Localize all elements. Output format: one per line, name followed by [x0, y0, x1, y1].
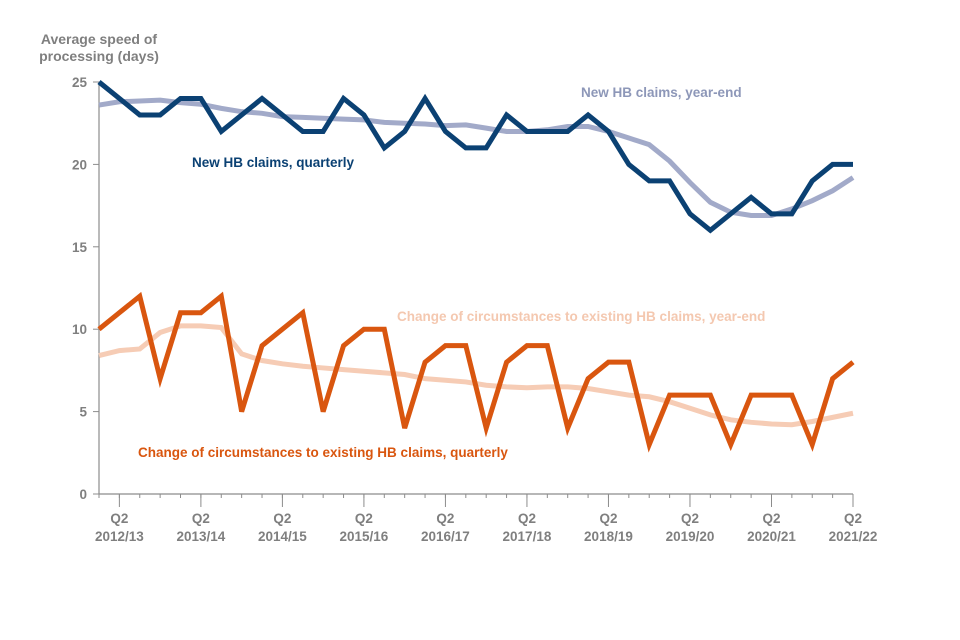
- y-axis-title: Average speed of processing (days): [39, 31, 159, 64]
- y-tick-label: 10: [72, 322, 87, 337]
- y-tick-label: 5: [79, 405, 87, 420]
- x-tick-label-year: 2013/14: [176, 529, 225, 544]
- x-tick-label-year: 2014/15: [258, 529, 307, 544]
- y-tick-label: 0: [79, 487, 87, 502]
- x-tick-label-year: 2019/20: [666, 529, 715, 544]
- y-tick-label: 25: [72, 75, 88, 90]
- x-tick-label-quarter: Q2: [273, 511, 291, 526]
- label-new-hb-quarterly: New HB claims, quarterly: [192, 155, 355, 170]
- series-coc-year-end-line: [98, 323, 854, 428]
- x-tick-label-quarter: Q2: [599, 511, 617, 526]
- axes: 0 5 10 15 20 25 Q2 2012/13 Q2 2013/14 Q2 2014/15 Q2 2…: [72, 75, 877, 544]
- x-tick-label-quarter: Q2: [681, 511, 699, 526]
- y-tick-label: 20: [72, 157, 87, 172]
- series-new-hb-quarterly: [97, 80, 853, 234]
- x-tick-label-year: 2015/16: [340, 529, 389, 544]
- x-tick-label-year: 2016/17: [421, 529, 470, 544]
- x-tick-label-quarter: Q2: [436, 511, 454, 526]
- y-axis-title-line-1: Average speed of: [41, 31, 158, 47]
- x-tick-label-quarter: Q2: [192, 511, 210, 526]
- label-new-hb-year-end: New HB claims, year-end: [581, 85, 742, 100]
- x-tick-label-year: 2021/22: [829, 529, 878, 544]
- series-new-hb-year-end-line: [98, 97, 855, 218]
- series-new-hb-quarterly-line: [97, 80, 853, 234]
- x-tick-label-quarter: Q2: [762, 511, 780, 526]
- x-tick-label-quarter: Q2: [355, 511, 373, 526]
- label-coc-year-end: Change of circumstances to existing HB c…: [397, 309, 765, 324]
- series-labels: New HB claims, year-end New HB claims, q…: [138, 85, 765, 460]
- x-tick-label-year: 2017/18: [503, 529, 552, 544]
- series-new-hb-year-end: [98, 97, 855, 218]
- series-coc-year-end: [98, 323, 854, 428]
- series-coc-quarterly: [97, 291, 855, 453]
- y-tick-label: 15: [72, 240, 88, 255]
- x-tick-label-quarter: Q2: [110, 511, 128, 526]
- x-tick-label-year: 2012/13: [95, 529, 144, 544]
- y-axis-title-line-2: processing (days): [39, 48, 159, 64]
- series-coc-quarterly-line: [97, 291, 855, 453]
- x-tick-label-year: 2020/21: [747, 529, 796, 544]
- label-coc-quarterly: Change of circumstances to existing HB c…: [138, 445, 508, 460]
- x-tick-label-quarter: Q2: [844, 511, 862, 526]
- x-tick-label-quarter: Q2: [518, 511, 536, 526]
- x-tick-label-year: 2018/19: [584, 529, 633, 544]
- series-layer: [97, 80, 855, 453]
